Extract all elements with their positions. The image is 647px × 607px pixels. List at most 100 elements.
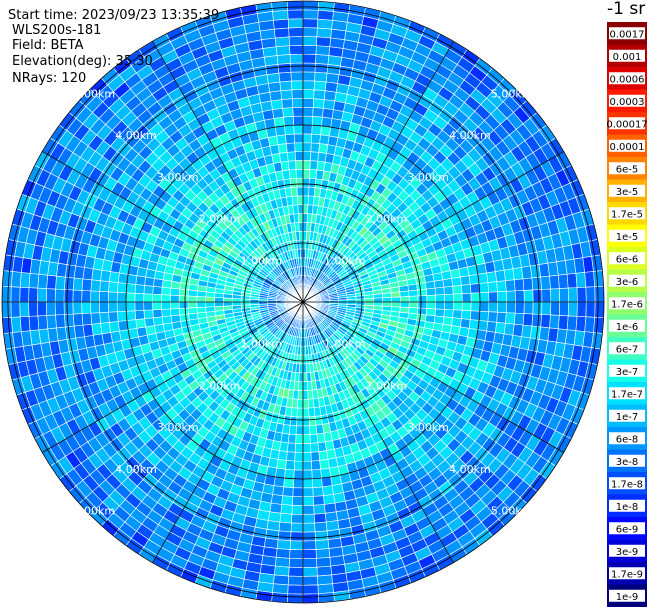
data-cell [444,301,454,311]
range-ring-label: 2.00km [366,379,408,392]
data-cell [302,213,308,223]
data-cell [434,308,445,318]
data-cell [496,311,507,324]
data-cell [302,558,318,568]
data-cell [288,566,304,577]
data-cell [116,291,127,303]
data-cell [302,142,312,153]
colorbar-tick-label: 0.0017 [610,29,645,40]
data-cell [302,505,315,515]
data-cell [302,62,316,73]
data-cell [10,301,21,318]
data-cell [306,380,313,391]
data-cell [293,133,304,144]
data-cell [298,222,304,232]
data-cell [302,531,316,542]
data-cell [314,521,328,533]
data-cell [346,298,357,303]
data-cell [487,311,498,323]
data-cell [293,460,304,471]
data-cell [317,441,327,453]
data-cell [399,290,410,298]
data-cell [99,301,109,313]
data-cell [486,271,498,283]
data-cell [310,142,320,153]
data-cell [315,54,330,65]
colorbar-tick-label: 3e-9 [616,547,639,558]
data-cell [90,290,100,303]
data-cell [81,312,93,326]
data-cell [323,494,336,505]
data-cell [559,287,569,303]
data-cell [161,286,172,296]
data-cell [302,345,307,356]
data-cell [302,44,317,55]
data-cell [273,116,285,128]
data-cell [178,307,189,316]
data-cell [314,62,329,74]
data-cell [433,279,445,289]
data-cell [302,354,307,365]
data-cell [314,415,323,426]
data-cell [117,320,129,332]
data-cell [196,306,207,314]
data-cell [291,513,304,524]
data-cell [108,271,120,283]
data-cell [294,142,304,153]
data-cell [550,301,561,316]
data-cell [297,398,304,409]
range-ring-label: 3.00km [157,171,199,184]
data-cell [292,487,304,498]
data-cell [125,310,137,321]
data-cell [302,540,317,551]
data-cell [108,321,120,333]
data-cell [567,287,578,303]
data-cell [469,283,481,294]
data-cell [144,317,155,328]
data-cell [487,281,498,293]
data-cell [273,565,290,577]
data-cell [72,313,84,327]
data-cell [513,312,525,326]
data-cell [282,107,294,118]
data-cell [292,115,304,126]
data-cell [223,305,233,311]
data-cell [288,27,304,38]
colorbar-tick-label: 1e-5 [616,232,639,243]
data-cell [278,71,292,83]
range-ring-label: 1.00km [240,254,282,267]
data-cell [302,89,315,99]
data-cell [19,316,31,332]
data-cell [381,292,392,299]
data-cell [291,195,299,206]
data-cell [566,272,578,289]
data-cell [276,54,291,65]
data-cell [496,280,507,293]
data-cell [196,301,207,308]
data-cell [45,301,56,316]
data-cell [302,98,314,108]
data-cell [310,451,320,462]
data-cell [318,450,329,461]
data-cell [425,287,436,296]
data-cell [503,322,515,336]
data-cell [479,301,490,313]
data-cell [302,71,316,82]
data-cell [452,309,463,319]
data-cell [315,45,331,56]
data-cell [495,322,506,335]
data-cell [287,160,297,171]
data-cell [559,301,569,317]
data-cell [276,539,291,550]
data-cell [289,53,304,64]
data-cell [417,288,428,297]
data-cell [302,451,312,462]
data-cell [187,301,198,309]
data-cell [311,460,321,471]
range-ring-label: 4.00km [115,463,157,476]
data-cell [231,301,242,307]
data-cell [567,301,578,317]
data-cell [289,549,304,560]
data-cell [161,315,173,325]
data-cell [272,583,289,595]
